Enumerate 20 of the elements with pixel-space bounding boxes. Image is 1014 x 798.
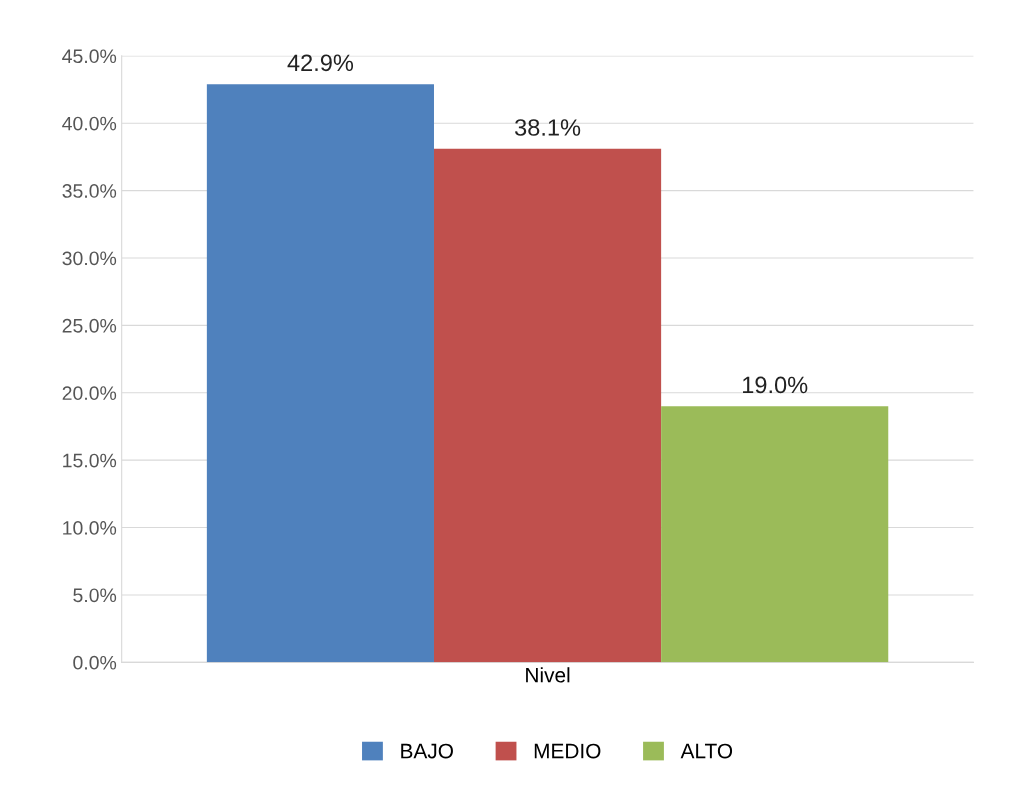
data-label: 42.9% xyxy=(287,54,354,72)
legend-label: BAJO xyxy=(401,743,453,759)
y-tick-label: 10.0% xyxy=(63,521,117,535)
y-tick-label: 45.0% xyxy=(62,49,117,64)
bar xyxy=(661,406,889,663)
y-tick-label: 20.0% xyxy=(62,386,117,401)
y-tick-label: 25.0% xyxy=(62,318,117,333)
data-label: 38.1% xyxy=(514,119,581,136)
legend-label: MEDIO xyxy=(534,743,601,759)
bar xyxy=(206,84,434,663)
y-tick-label: 15.0% xyxy=(63,453,117,468)
y-tick-label: 5.0% xyxy=(73,588,117,603)
y-tick-label: 40.0% xyxy=(62,116,117,131)
legend-label: ALTO xyxy=(680,743,733,759)
y-tick-label: 0.0% xyxy=(73,655,117,670)
data-label: 19.0% xyxy=(743,376,808,394)
x-tick-label: Nivel xyxy=(526,667,570,683)
bar xyxy=(433,148,662,663)
y-tick-label: 35.0% xyxy=(62,184,117,198)
y-tick-label: 30.0% xyxy=(62,251,117,266)
